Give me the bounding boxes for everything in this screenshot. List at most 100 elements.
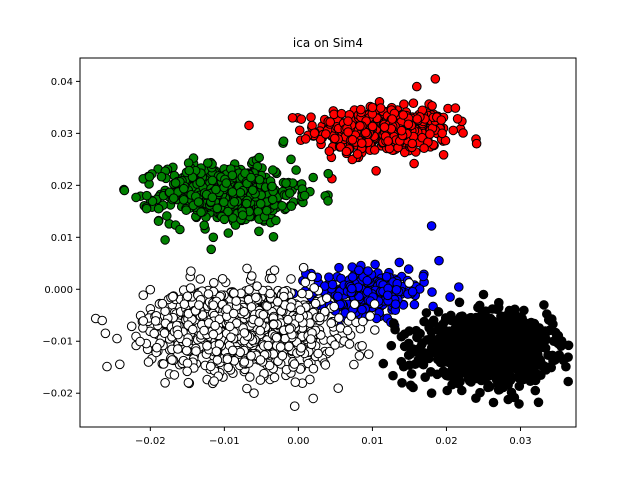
data-point — [397, 378, 407, 388]
data-point — [277, 201, 287, 211]
data-point — [398, 110, 409, 120]
data-point — [563, 352, 573, 363]
data-point — [323, 196, 333, 206]
x-tick-label: −0.01 — [209, 436, 240, 447]
data-point — [352, 149, 363, 159]
data-point — [227, 170, 238, 181]
data-point — [208, 232, 219, 243]
data-point — [450, 103, 461, 113]
data-point — [159, 328, 170, 339]
data-point — [349, 299, 360, 310]
data-point — [219, 214, 230, 225]
data-point — [563, 340, 574, 351]
data-point — [396, 125, 407, 136]
data-point — [330, 340, 340, 350]
data-point — [408, 382, 418, 393]
data-point — [209, 376, 219, 386]
data-point — [239, 306, 249, 317]
data-point — [527, 354, 538, 364]
data-point — [271, 332, 282, 343]
data-point — [357, 341, 367, 351]
data-point — [483, 382, 493, 393]
data-point — [269, 372, 280, 383]
data-point — [426, 333, 437, 343]
data-point — [533, 397, 544, 408]
data-point — [437, 128, 448, 139]
data-point — [438, 357, 449, 367]
data-point — [186, 266, 196, 277]
data-point — [246, 172, 256, 183]
data-point — [363, 266, 373, 276]
data-point — [474, 353, 485, 364]
data-point — [396, 356, 407, 367]
data-point — [251, 292, 261, 303]
data-point — [195, 274, 206, 284]
data-point — [424, 323, 434, 333]
data-point — [244, 285, 254, 295]
chart-title: ica on Sim4 — [293, 36, 363, 50]
data-point — [329, 301, 340, 312]
data-point — [518, 370, 529, 380]
data-point — [346, 311, 357, 321]
data-point — [494, 297, 504, 308]
data-point — [539, 300, 549, 310]
data-point — [306, 334, 316, 344]
data-point — [358, 316, 368, 327]
data-point — [421, 308, 432, 318]
data-point — [322, 293, 332, 304]
data-point — [333, 291, 343, 302]
data-point — [349, 359, 359, 370]
data-point — [412, 114, 423, 124]
data-point — [481, 306, 491, 317]
data-point — [386, 340, 397, 351]
data-point — [508, 329, 519, 340]
y-tick-label: 0.000 — [44, 285, 73, 296]
data-point — [406, 369, 417, 379]
data-point — [378, 358, 389, 369]
data-point — [208, 300, 219, 311]
data-point — [417, 355, 428, 366]
data-point — [383, 136, 393, 146]
data-point — [219, 197, 229, 207]
data-point — [342, 325, 353, 336]
data-point — [387, 114, 398, 124]
data-point — [453, 367, 464, 378]
data-point — [182, 291, 193, 302]
data-point — [327, 279, 338, 290]
data-point — [196, 207, 206, 217]
data-point — [268, 319, 279, 330]
data-point — [320, 360, 331, 370]
data-point — [356, 104, 366, 115]
data-point — [436, 115, 447, 125]
data-point — [267, 181, 277, 192]
data-point — [445, 292, 455, 302]
data-point — [296, 114, 307, 124]
data-point — [432, 325, 443, 335]
data-point — [545, 315, 555, 326]
data-point — [440, 316, 451, 326]
data-point — [184, 165, 194, 176]
data-point — [290, 377, 301, 388]
data-point — [285, 188, 295, 198]
data-point — [530, 385, 541, 396]
data-point — [284, 341, 294, 352]
data-point — [528, 337, 539, 347]
data-point — [182, 366, 192, 377]
data-point — [289, 401, 300, 412]
data-point — [203, 158, 213, 168]
data-point — [225, 321, 235, 332]
data-point — [355, 121, 365, 131]
data-point — [170, 178, 181, 188]
data-point — [409, 158, 419, 169]
data-point — [153, 203, 164, 214]
data-point — [471, 345, 481, 356]
data-point — [347, 283, 357, 294]
data-point — [229, 197, 240, 207]
y-tick-label: 0.01 — [51, 233, 73, 244]
data-point — [142, 190, 152, 201]
data-point — [205, 361, 216, 372]
series-4 — [378, 289, 574, 409]
data-point — [540, 343, 551, 353]
data-point — [138, 290, 149, 301]
data-point — [477, 364, 488, 374]
